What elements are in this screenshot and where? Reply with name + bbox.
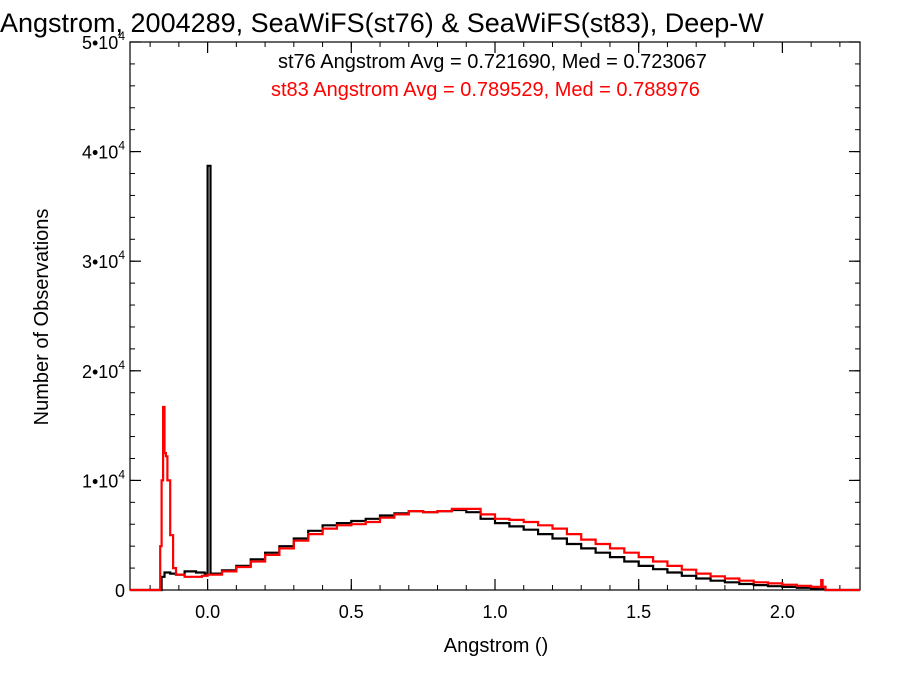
x-tick-label: 1.0	[482, 602, 507, 622]
x-tick-label: 2.0	[770, 602, 795, 622]
series-st76-line	[130, 164, 860, 592]
chart-title: Angstrom, 2004289, SeaWiFS(st76) & SeaWi…	[0, 8, 764, 38]
y-axis-label: Number of Observations	[31, 209, 53, 426]
series-st83-line	[130, 405, 860, 592]
x-axis-label: Angstrom ()	[444, 635, 548, 657]
x-tick-label: 1.5	[626, 602, 651, 622]
x-tick-label: 0.5	[339, 602, 364, 622]
y-tick-label: 2•104	[82, 358, 125, 382]
y-tick-label: 5•104	[82, 29, 125, 53]
y-tick-label: 4•104	[82, 139, 125, 163]
y-tick-label: 3•104	[82, 248, 125, 272]
plot-frame	[129, 41, 861, 591]
st76-annotation: st76 Angstrom Avg = 0.721690, Med = 0.72…	[278, 51, 707, 73]
plot-axes: 0.0 0.5 1.0 1.5 2.0 0 1•104 2•104 3•104 4•104 5•10…	[82, 29, 861, 622]
series-layer	[130, 164, 860, 592]
y-tick-label: 1•104	[82, 467, 125, 491]
x-tick-label: 0.0	[195, 602, 220, 622]
st83-annotation: st83 Angstrom Avg = 0.789529, Med = 0.78…	[271, 79, 700, 101]
y-tick-label: 0	[115, 581, 125, 601]
